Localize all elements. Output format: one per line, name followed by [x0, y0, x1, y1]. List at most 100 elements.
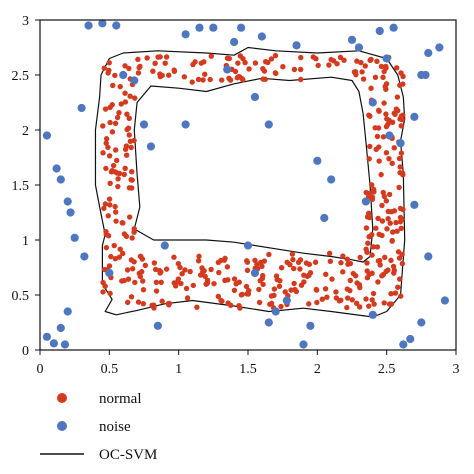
normal-point: [375, 125, 382, 131]
normal-point: [399, 170, 406, 176]
noise-point: [396, 139, 405, 148]
normal-point: [324, 294, 330, 300]
normal-point: [349, 297, 355, 303]
noise-point: [406, 334, 415, 344]
normal-point: [385, 216, 391, 222]
normal-point: [131, 137, 137, 144]
noise-point: [347, 35, 357, 44]
normal-point: [357, 284, 363, 291]
noise-point: [354, 43, 364, 52]
normal-point: [102, 201, 109, 207]
normal-point: [314, 299, 320, 306]
normal-point: [182, 267, 188, 273]
normal-point: [298, 76, 304, 83]
normal-point: [140, 278, 146, 284]
normal-point: [120, 250, 126, 257]
normal-point: [367, 143, 373, 150]
normal-point: [370, 290, 377, 297]
normal-point: [374, 244, 381, 250]
normal-point: [119, 220, 125, 226]
normal-point: [208, 266, 214, 273]
normal-point: [297, 66, 304, 73]
normal-point: [125, 276, 132, 282]
normal-point: [271, 286, 278, 292]
normal-point: [113, 218, 119, 224]
normal-point: [115, 183, 121, 190]
normal-point: [226, 55, 232, 62]
normal-point: [388, 257, 394, 264]
normal-point: [179, 271, 185, 277]
normal-point: [378, 171, 384, 178]
normal-point: [292, 286, 298, 293]
normal-point: [108, 253, 114, 260]
normal-point: [272, 70, 279, 76]
normal-point: [323, 271, 329, 278]
normal-point: [398, 225, 404, 231]
normal-point: [246, 66, 252, 72]
normal-point: [171, 67, 177, 73]
normal-point: [128, 294, 135, 300]
normal-point: [181, 74, 188, 80]
normal-point: [238, 292, 245, 298]
normal-point: [166, 72, 172, 78]
noise-point: [139, 120, 149, 129]
normal-point: [112, 120, 119, 127]
normal-point: [178, 280, 184, 287]
x-tick-label: 1.5: [239, 362, 257, 377]
normal-point: [362, 63, 368, 69]
normal-point: [112, 72, 118, 79]
normal-point: [166, 300, 173, 307]
noise-point: [243, 241, 253, 250]
noise-point: [66, 208, 75, 217]
normal-point: [357, 254, 363, 261]
normal-point: [105, 232, 112, 239]
normal-point: [390, 229, 396, 235]
normal-point: [376, 107, 382, 114]
normal-point: [379, 202, 385, 209]
normal-point: [383, 86, 389, 92]
normal-point: [101, 205, 107, 212]
normal-point: [114, 114, 121, 121]
normal-point: [386, 191, 393, 198]
noise-point: [264, 318, 273, 327]
normal-point: [126, 185, 133, 191]
noise-point: [56, 323, 65, 333]
normal-point: [386, 155, 392, 162]
normal-point: [159, 72, 165, 79]
normal-point: [391, 110, 397, 116]
y-tick-label: 0.5: [12, 289, 30, 304]
normal-point: [125, 125, 132, 131]
normal-point: [287, 261, 293, 268]
noise-point: [60, 340, 70, 349]
normal-point: [396, 184, 402, 191]
normal-point: [135, 299, 142, 305]
noise-point: [56, 175, 65, 184]
normal-point: [291, 66, 298, 73]
normal-point: [375, 215, 381, 222]
normal-point: [364, 268, 370, 274]
normal-point: [400, 112, 406, 118]
normal-point: [107, 180, 113, 186]
normal-point: [124, 111, 130, 117]
normal-point: [380, 74, 386, 80]
normal-point: [183, 285, 190, 292]
normal-point: [315, 62, 321, 69]
normal-point: [215, 293, 222, 300]
normal-point: [384, 116, 390, 122]
normal-point: [132, 279, 138, 286]
normal-point: [354, 58, 360, 64]
normal-point: [262, 58, 269, 65]
normal-point: [100, 123, 106, 129]
normal-point: [326, 250, 333, 257]
normal-point: [369, 252, 375, 258]
normal-point: [333, 289, 339, 295]
normal-point: [175, 260, 182, 267]
normal-point: [128, 257, 135, 263]
normal-point: [175, 276, 182, 282]
normal-point: [122, 165, 128, 172]
noise-point: [424, 252, 433, 261]
plot-layer: [42, 19, 450, 349]
normal-point: [124, 267, 131, 273]
normal-point: [390, 263, 397, 270]
normal-point: [389, 237, 395, 244]
